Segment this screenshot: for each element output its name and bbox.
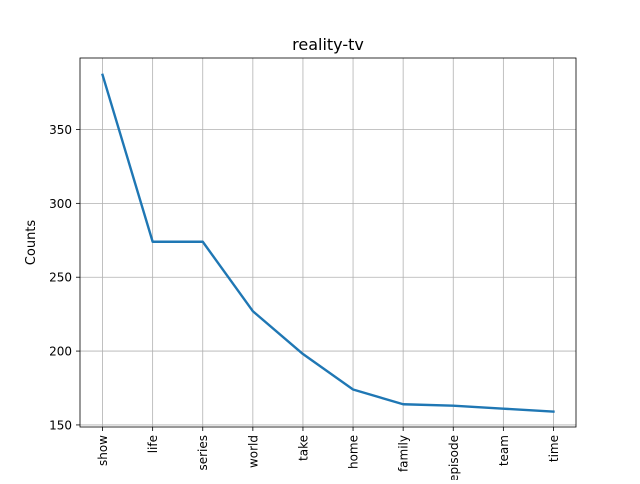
x-tick-label: family [397,435,411,472]
y-axis-ticks: 150 200 250 300 350 [49,123,80,432]
x-tick-label: series [196,435,210,471]
y-tick-label: 150 [49,418,72,432]
x-tick-label: show [96,435,110,466]
x-tick-label: world [246,435,260,468]
y-axis-label: Counts [24,220,39,266]
grid-layer [80,58,576,427]
x-tick-label: time [547,435,561,462]
series-layer [101,73,555,413]
chart-title: reality-tv [292,35,364,54]
plot-frame [79,57,577,428]
x-tick-label: home [347,435,361,469]
x-tick-label: episode [447,435,461,480]
y-tick-label: 300 [49,197,72,211]
y-tick-label: 350 [49,123,72,137]
x-axis-ticks: show life series world take home family episode… [96,427,561,482]
x-tick-label: life [146,435,160,453]
y-tick-label: 250 [49,271,72,285]
series-line [101,73,555,413]
x-tick-label: take [296,435,310,461]
y-tick-label: 200 [49,345,72,359]
x-tick-label: team [497,435,511,466]
